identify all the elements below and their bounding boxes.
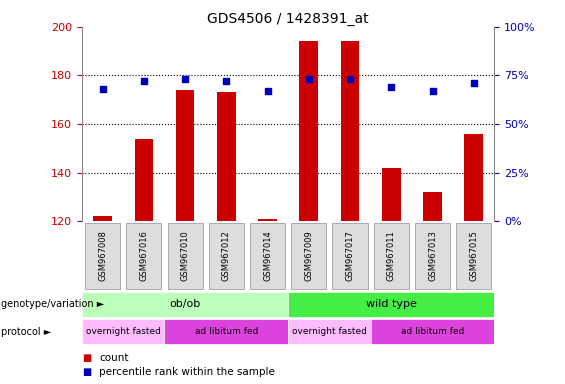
FancyBboxPatch shape	[332, 223, 368, 289]
FancyBboxPatch shape	[85, 223, 120, 289]
FancyBboxPatch shape	[126, 223, 162, 289]
FancyBboxPatch shape	[82, 319, 164, 344]
Point	[346, 76, 355, 83]
Point	[181, 76, 190, 83]
FancyBboxPatch shape	[82, 292, 288, 316]
Text: ■: ■	[82, 353, 91, 363]
Bar	[134, 139, 153, 221]
Title: GDS4506 / 1428391_at: GDS4506 / 1428391_at	[207, 12, 369, 26]
Text: percentile rank within the sample: percentile rank within the sample	[99, 366, 275, 377]
Bar	[299, 41, 318, 221]
FancyBboxPatch shape	[288, 319, 371, 344]
Text: wild type: wild type	[366, 299, 417, 309]
FancyBboxPatch shape	[167, 223, 203, 289]
Text: overnight fasted: overnight fasted	[86, 327, 160, 336]
FancyBboxPatch shape	[371, 319, 494, 344]
FancyBboxPatch shape	[208, 223, 244, 289]
FancyBboxPatch shape	[415, 223, 450, 289]
Text: GSM967014: GSM967014	[263, 230, 272, 281]
Bar	[176, 90, 194, 221]
Bar	[382, 168, 401, 221]
Text: GSM967015: GSM967015	[470, 230, 478, 281]
Bar	[423, 192, 442, 221]
Text: ad libitum fed: ad libitum fed	[194, 327, 258, 336]
Text: GSM967009: GSM967009	[305, 230, 313, 281]
FancyBboxPatch shape	[373, 223, 409, 289]
Point	[387, 84, 396, 90]
Point	[221, 78, 231, 84]
FancyBboxPatch shape	[288, 292, 494, 316]
FancyBboxPatch shape	[250, 223, 285, 289]
Text: GSM967013: GSM967013	[428, 230, 437, 281]
Bar	[93, 216, 112, 221]
FancyBboxPatch shape	[291, 223, 327, 289]
Point	[305, 76, 314, 83]
Text: GSM967011: GSM967011	[387, 230, 396, 281]
Text: genotype/variation ►: genotype/variation ►	[1, 299, 104, 309]
Text: ad libitum fed: ad libitum fed	[401, 327, 464, 336]
Text: ob/ob: ob/ob	[170, 299, 201, 309]
Text: ■: ■	[82, 366, 91, 377]
Text: overnight fasted: overnight fasted	[292, 327, 367, 336]
Point	[428, 88, 437, 94]
Bar	[258, 219, 277, 221]
Text: count: count	[99, 353, 128, 363]
Bar	[341, 41, 359, 221]
Point	[470, 80, 479, 86]
FancyBboxPatch shape	[164, 319, 288, 344]
Text: GSM967016: GSM967016	[140, 230, 148, 281]
FancyBboxPatch shape	[456, 223, 492, 289]
Bar	[464, 134, 483, 221]
Text: GSM967012: GSM967012	[222, 230, 231, 281]
Text: GSM967008: GSM967008	[98, 230, 107, 281]
Text: GSM967017: GSM967017	[346, 230, 354, 281]
Point	[263, 88, 272, 94]
Bar	[217, 93, 236, 221]
Point	[139, 78, 148, 84]
Text: protocol ►: protocol ►	[1, 327, 51, 337]
Text: GSM967010: GSM967010	[181, 230, 189, 281]
Point	[98, 86, 107, 92]
